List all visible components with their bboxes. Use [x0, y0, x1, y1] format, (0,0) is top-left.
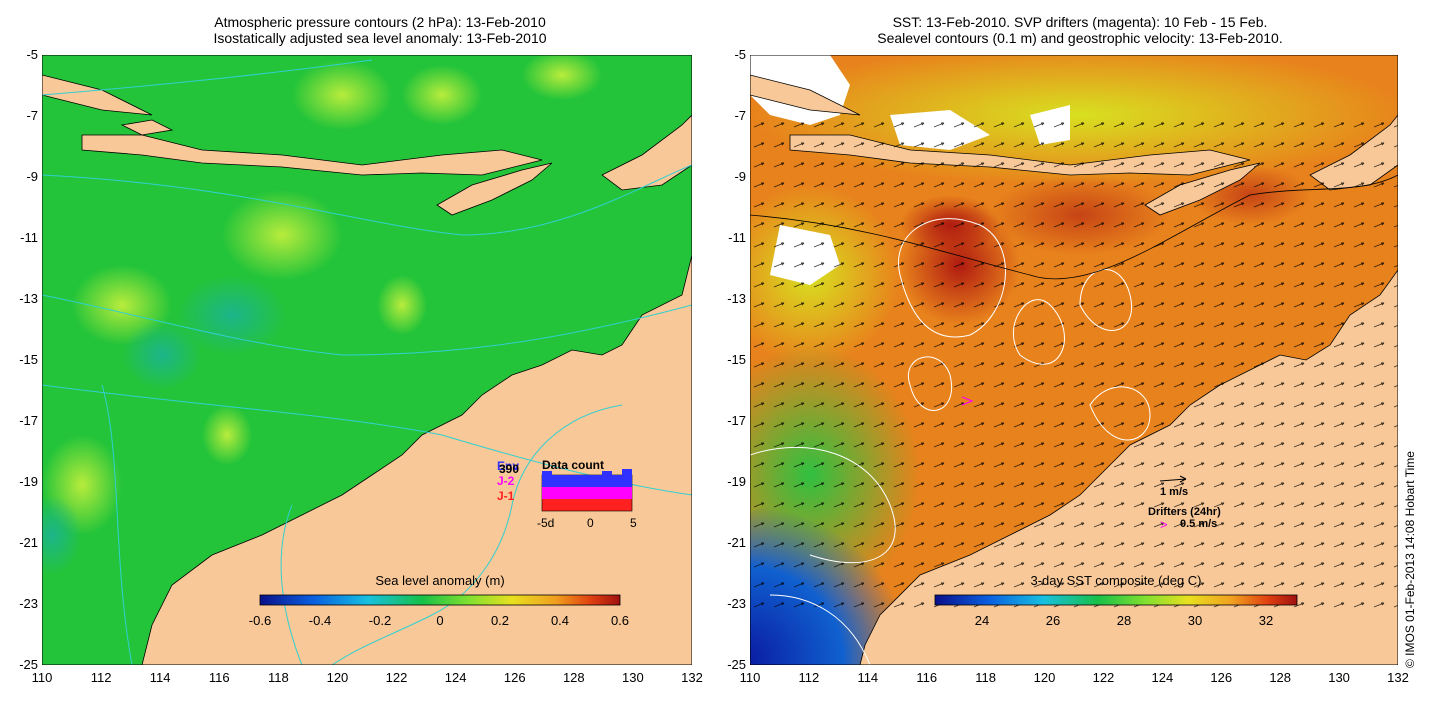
left-lat-tick: -21: [19, 535, 38, 550]
legend-env-count: 390: [499, 462, 519, 476]
left-lon-tick: 120: [326, 670, 349, 685]
right-map-title: SST: 13-Feb-2010. SVP drifters (magenta)…: [760, 14, 1400, 46]
copyright-notice: © IMOS 01-Feb-2013 14:08 Hobart Time: [1403, 451, 1417, 668]
left-title-line1: Atmospheric pressure contours (2 hPa): 1…: [214, 14, 546, 30]
right-lat-tick: -17: [727, 413, 746, 428]
sea-level-contours: [750, 218, 1151, 665]
left-lat-tick: -11: [20, 230, 38, 245]
velocity-key-label: 1 m/s: [1160, 486, 1188, 498]
data-count-title: Data count: [542, 458, 604, 472]
left-lon-tick: 130: [622, 670, 644, 685]
right-lat-tick: -21: [727, 535, 746, 550]
sla-tick: 0.4: [551, 613, 569, 628]
left-title-line2: Isostatically adjusted sea level anomaly…: [213, 30, 547, 46]
left-lon-tick: 132: [681, 670, 703, 685]
right-lon-tick: 126: [1210, 670, 1233, 685]
right-lon-tick: 130: [1328, 670, 1350, 685]
left-lat-tick: -15: [19, 352, 38, 367]
sst-tick: 26: [1046, 613, 1060, 628]
right-lon-tick: 110: [739, 670, 761, 685]
left-lat-tick: -23: [19, 596, 38, 611]
right-lat-tick: -11: [728, 230, 746, 245]
sla-tick: 0.6: [611, 613, 629, 628]
inset-xtick: 5: [630, 516, 637, 530]
data-count-bars: [541, 469, 633, 512]
left-lon-tick: 110: [31, 670, 53, 685]
inset-xtick: -5d: [537, 516, 554, 530]
sla-anomaly-patches: [42, 55, 602, 575]
right-lon-tick: 118: [975, 670, 996, 685]
right-lat-tick: -23: [727, 596, 746, 611]
sla-tick: -0.4: [309, 613, 331, 628]
land-areas: [42, 74, 692, 665]
left-lat-tick: -13: [19, 291, 38, 306]
sla-tick: -0.6: [249, 613, 271, 628]
left-lat-tick: -5: [26, 47, 38, 62]
left-lon-tick: 118: [267, 670, 289, 685]
sst-colorbar: 3-day SST composite (deg C) 24 26 28 30 …: [934, 573, 1298, 628]
velocity-key: 1 m/s Drifters (24hr) > 0.5 m/s: [1148, 475, 1221, 532]
right-lat-tick: -7: [734, 108, 746, 123]
left-map-title: Atmospheric pressure contours (2 hPa): 1…: [60, 14, 700, 46]
sst-tick: 32: [1259, 613, 1273, 628]
right-lon-tick: 128: [1269, 670, 1292, 685]
right-lon-tick: 122: [1092, 670, 1115, 685]
right-lon-tick: 124: [1151, 670, 1174, 685]
drifter-key-value: 0.5 m/s: [1180, 518, 1217, 530]
left-lon-tick: 112: [90, 670, 112, 685]
left-lon-tick: 126: [503, 670, 526, 685]
sea-level-anomaly-map: Sea level anomaly (m) -0.6 -0.4 -0.2 0 0…: [42, 55, 692, 665]
left-lat-tick: -9: [26, 169, 38, 184]
right-lon-tick: 114: [857, 670, 879, 685]
drifter-key-title: Drifters (24hr): [1148, 506, 1221, 518]
data-count-inset: Env 390 J-2 J-1 Data count -5d 0 5: [497, 458, 637, 530]
sst-tick: 28: [1117, 613, 1131, 628]
left-lat-tick: -19: [19, 474, 38, 489]
legend-j2: J-2: [497, 474, 515, 488]
right-lat-tick: -15: [727, 352, 746, 367]
sst-colorbar-label: 3-day SST composite (deg C): [1031, 573, 1202, 588]
right-lat-tick: -19: [727, 474, 746, 489]
drifter-key-marker: >: [1160, 517, 1168, 532]
sla-colorbar-label: Sea level anomaly (m): [375, 573, 504, 588]
left-lat-tick: -17: [19, 413, 38, 428]
geostrophic-velocity-arrows: [750, 115, 1398, 615]
right-lat-tick: -5: [734, 47, 746, 62]
right-lon-tick: 112: [798, 670, 820, 685]
right-lat-tick: -25: [727, 657, 746, 672]
left-lon-tick: 124: [444, 670, 467, 685]
legend-env: Env: [497, 459, 519, 473]
right-lon-tick: 120: [1033, 670, 1056, 685]
sla-tick: 0.2: [491, 613, 509, 628]
sla-tick: 0: [436, 613, 443, 628]
left-lon-tick: 122: [385, 670, 408, 685]
right-lat-tick: -9: [734, 169, 746, 184]
left-lon-tick: 116: [208, 670, 230, 685]
sla-tick: -0.2: [369, 613, 391, 628]
right-lat-tick: -13: [727, 291, 746, 306]
right-lon-tick: 132: [1387, 670, 1409, 685]
sst-tick: 24: [975, 613, 989, 628]
left-lat-tick: -25: [19, 657, 38, 672]
sst-map: 1 m/s Drifters (24hr) > 0.5 m/s 3-day SS…: [750, 55, 1398, 665]
right-title-line1: SST: 13-Feb-2010. SVP drifters (magenta)…: [892, 14, 1268, 30]
svp-drifter-track: [961, 396, 974, 406]
sla-colorbar: Sea level anomaly (m) -0.6 -0.4 -0.2 0 0…: [249, 573, 629, 628]
legend-j1: J-1: [497, 489, 515, 503]
right-lon-tick: 116: [916, 670, 938, 685]
sst-tick: 30: [1188, 613, 1202, 628]
left-lon-tick: 128: [562, 670, 585, 685]
right-title-line2: Sealevel contours (0.1 m) and geostrophi…: [877, 30, 1283, 46]
left-lat-tick: -7: [26, 108, 38, 123]
left-lon-tick: 114: [149, 670, 171, 685]
inset-xtick: 0: [587, 516, 594, 530]
